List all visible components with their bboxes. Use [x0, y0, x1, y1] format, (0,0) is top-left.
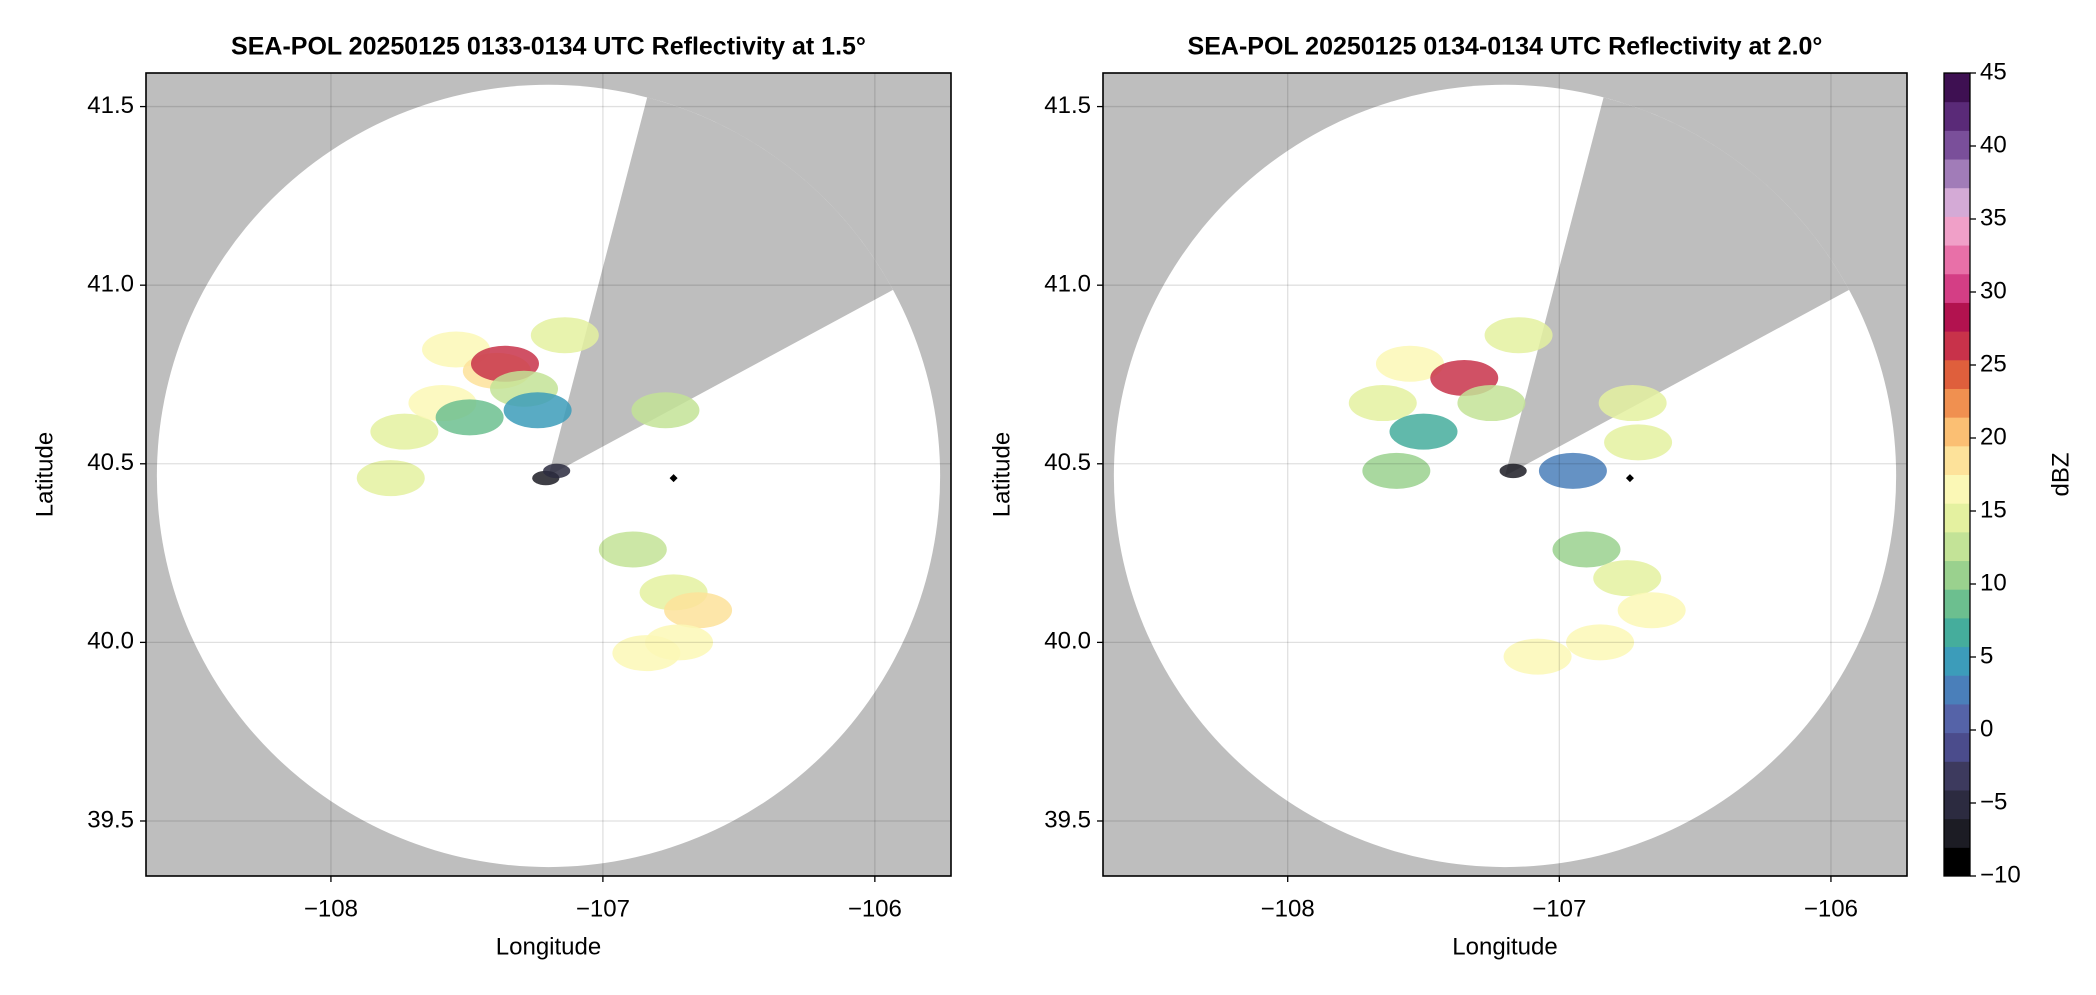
- colorbar-tick-label: 0: [1980, 715, 1993, 742]
- colorbar-segment: [1944, 159, 1970, 189]
- echo-cell: [1457, 385, 1526, 422]
- colorbar-label: dBZ: [2047, 452, 2074, 496]
- x-axis-label: Longitude: [496, 933, 601, 960]
- colorbar-segment: [1944, 789, 1970, 820]
- plot-area: [1103, 73, 1907, 876]
- echo-cell: [1348, 385, 1417, 422]
- colorbar-segment: [1944, 273, 1970, 303]
- colorbar-segment: [1944, 388, 1970, 418]
- colorbar-tick-label: 15: [1980, 496, 2007, 523]
- colorbar-segment: [1944, 703, 1970, 734]
- colorbar-tick-label: −10: [1980, 861, 2021, 888]
- colorbar-segment: [1944, 675, 1970, 705]
- echo-cell: [543, 463, 571, 479]
- echo-cell: [1375, 345, 1444, 382]
- echo-cell: [598, 531, 667, 568]
- colorbar-tick-label: 25: [1980, 350, 2007, 377]
- echo-cell: [1593, 560, 1662, 597]
- colorbar-segment: [1944, 847, 1970, 877]
- x-tick-label: −106: [848, 895, 902, 922]
- x-tick-label: −107: [576, 895, 630, 922]
- colorbar-segment: [1944, 818, 1970, 848]
- colorbar-tick-label: 35: [1980, 204, 2007, 231]
- y-tick-label: 41.5: [87, 92, 134, 119]
- y-tick-label: 39.5: [87, 806, 134, 833]
- colorbar-segment: [1944, 732, 1970, 762]
- echo-cell: [530, 317, 599, 354]
- echo-cell: [1598, 385, 1667, 422]
- colorbar-tick-label: 40: [1980, 131, 2007, 158]
- chart-title: SEA-POL 20250125 0133-0134 UTC Reflectiv…: [231, 33, 866, 61]
- colorbar-tick-label: 5: [1980, 642, 1993, 669]
- echo-cell: [435, 399, 504, 436]
- colorbar-segment: [1944, 589, 1970, 619]
- colorbar-segment: [1944, 646, 1970, 676]
- colorbar-segment: [1944, 331, 1970, 361]
- colorbar-tick-label: 30: [1980, 277, 2007, 304]
- y-tick-label: 41.5: [1044, 92, 1091, 119]
- y-tick-label: 40.5: [87, 449, 134, 476]
- y-tick-label: 40.0: [1044, 628, 1091, 655]
- y-tick-label: 41.0: [87, 271, 134, 298]
- colorbar-segment: [1944, 101, 1970, 131]
- echo-cell: [370, 413, 439, 450]
- y-tick-label: 39.5: [1044, 806, 1091, 833]
- colorbar-segment: [1944, 216, 1970, 246]
- colorbar-segment: [1944, 359, 1970, 389]
- echo-cell: [1566, 624, 1635, 661]
- plot-area: [146, 73, 951, 876]
- axes-frame: [145, 72, 952, 877]
- echo-cell: [1552, 531, 1621, 568]
- site-marker: [1625, 474, 1634, 483]
- echo-cell: [1484, 317, 1553, 354]
- site-marker: [669, 474, 678, 483]
- colorbar-segment: [1944, 73, 1970, 103]
- echo-cell: [1503, 638, 1572, 675]
- x-tick-label: −107: [1532, 895, 1586, 922]
- echo-cell: [631, 392, 700, 429]
- blocked-sector: [1505, 97, 1850, 476]
- y-tick-label: 41.0: [1044, 271, 1091, 298]
- echo-cell: [1499, 463, 1527, 479]
- echo-cell: [1604, 424, 1673, 461]
- axes-frame: [1102, 72, 1908, 877]
- colorbar-segment: [1944, 445, 1970, 475]
- y-axis-label: Latitude: [988, 432, 1015, 517]
- chart-title: SEA-POL 20250125 0134-0134 UTC Reflectiv…: [1188, 33, 1823, 61]
- colorbar-tick-label: 10: [1980, 569, 2007, 596]
- y-tick-label: 40.0: [87, 628, 134, 655]
- colorbar-segment: [1944, 560, 1970, 590]
- colorbar-segment: [1944, 417, 1970, 447]
- blocked-sector: [548, 97, 893, 476]
- colorbar-segment: [1944, 187, 1970, 217]
- echo-cell: [1538, 452, 1607, 489]
- x-tick-label: −106: [1804, 895, 1858, 922]
- colorbar-segment: [1944, 130, 1970, 160]
- colorbar-segment: [1944, 503, 1970, 533]
- echo-cell: [503, 392, 572, 429]
- colorbar-segment: [1944, 617, 1970, 648]
- echo-cell: [356, 460, 425, 497]
- echo-cell: [664, 592, 733, 629]
- x-tick-label: −108: [1261, 895, 1315, 922]
- colorbar-segment: [1944, 474, 1970, 504]
- colorbar-tick-label: −5: [1980, 788, 2007, 815]
- colorbar-segment: [1944, 302, 1970, 332]
- y-axis-label: Latitude: [31, 432, 58, 517]
- colorbar-segment: [1944, 531, 1970, 562]
- echo-cell: [1389, 413, 1458, 450]
- y-tick-label: 40.5: [1044, 449, 1091, 476]
- x-tick-label: −108: [304, 895, 358, 922]
- echo-cell: [1617, 592, 1686, 629]
- echo-cell: [1362, 452, 1431, 489]
- colorbar-tick-label: 45: [1980, 58, 2007, 85]
- colorbar-tick-label: 20: [1980, 423, 2007, 450]
- colorbar-segment: [1944, 245, 1970, 275]
- colorbar-frame: [1943, 72, 1971, 877]
- colorbar-segment: [1944, 761, 1970, 791]
- x-axis-label: Longitude: [1452, 933, 1557, 960]
- echo-cell: [645, 624, 714, 661]
